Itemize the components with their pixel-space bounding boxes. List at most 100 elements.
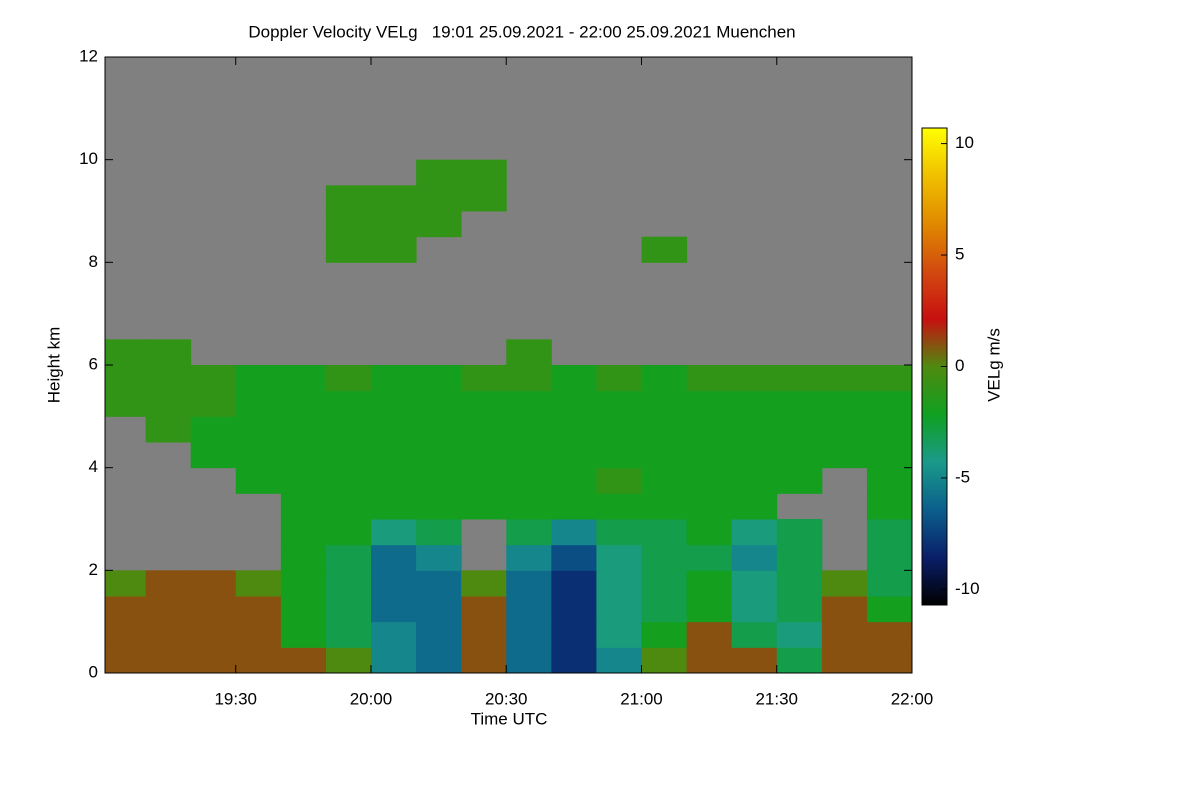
heatmap-cell bbox=[416, 159, 462, 186]
heatmap-cell bbox=[506, 493, 552, 520]
heatmap-cell bbox=[145, 570, 192, 597]
heatmap-cell bbox=[866, 519, 913, 546]
heatmap-cell bbox=[370, 185, 417, 212]
heatmap-cell bbox=[190, 621, 237, 648]
heatmap-cell bbox=[596, 544, 642, 571]
x-tick-label: 19:30 bbox=[214, 689, 257, 708]
heatmap-cell bbox=[145, 621, 192, 648]
heatmap-cell bbox=[686, 390, 733, 417]
heatmap-cell bbox=[145, 339, 192, 366]
heatmap-cell bbox=[416, 493, 462, 520]
heatmap-cell bbox=[416, 365, 462, 392]
heatmap-cell bbox=[370, 211, 417, 238]
heatmap-cell bbox=[596, 365, 642, 392]
heatmap-cell bbox=[641, 544, 688, 571]
heatmap-cell bbox=[641, 621, 688, 648]
heatmap-cell bbox=[776, 570, 823, 597]
x-axis-label: Time UTC bbox=[471, 709, 548, 728]
heatmap-cell bbox=[506, 416, 552, 443]
heatmap-cell bbox=[731, 442, 778, 469]
heatmap-cell bbox=[731, 647, 778, 674]
heatmap-cell bbox=[551, 621, 597, 648]
heatmap-cell bbox=[506, 596, 552, 623]
heatmap-cell bbox=[325, 365, 372, 392]
heatmap-cell bbox=[145, 416, 192, 443]
heatmap-cell bbox=[370, 519, 417, 546]
heatmap-cell bbox=[821, 621, 868, 648]
heatmap-cell bbox=[235, 467, 282, 494]
heatmap-cell bbox=[731, 596, 778, 623]
heatmap-cell bbox=[776, 390, 823, 417]
heatmap-cell bbox=[686, 365, 733, 392]
heatmap-cell bbox=[325, 185, 372, 212]
y-axis-label: Height km bbox=[44, 327, 63, 404]
heatmap-cell bbox=[866, 416, 913, 443]
heatmap-cell bbox=[821, 442, 868, 469]
heatmap-cell bbox=[325, 647, 372, 674]
heatmap-cell bbox=[280, 519, 327, 546]
heatmap-cell bbox=[370, 236, 417, 263]
heatmap-cell bbox=[776, 544, 823, 571]
y-tick-label: 0 bbox=[89, 662, 98, 681]
heatmap-cell bbox=[235, 621, 282, 648]
heatmap-cell bbox=[280, 647, 327, 674]
heatmap-cell bbox=[776, 416, 823, 443]
heatmap-cell bbox=[280, 493, 327, 520]
heatmap-cell bbox=[325, 621, 372, 648]
heatmap-cell bbox=[821, 596, 868, 623]
heatmap-cell bbox=[641, 493, 688, 520]
heatmap-cell bbox=[596, 596, 642, 623]
heatmap-cell bbox=[641, 467, 688, 494]
heatmap-cell bbox=[416, 467, 462, 494]
heatmap-cell bbox=[370, 467, 417, 494]
heatmap-cell bbox=[280, 544, 327, 571]
heatmap-cell bbox=[416, 390, 462, 417]
heatmap-cell bbox=[776, 442, 823, 469]
heatmap-cell bbox=[105, 365, 147, 392]
heatmap-cell bbox=[641, 416, 688, 443]
heatmap-cell bbox=[776, 647, 823, 674]
heatmap-cell bbox=[416, 621, 462, 648]
heatmap-cell bbox=[461, 442, 507, 469]
y-tick-label: 10 bbox=[79, 149, 98, 168]
heatmap-cell bbox=[280, 596, 327, 623]
heatmap-cell bbox=[461, 596, 507, 623]
heatmap-cell bbox=[416, 596, 462, 623]
heatmap-cell bbox=[686, 442, 733, 469]
heatmap-cell bbox=[596, 570, 642, 597]
heatmap-cell bbox=[506, 544, 552, 571]
heatmap-cell bbox=[641, 442, 688, 469]
heatmap-cell bbox=[370, 365, 417, 392]
heatmap-cell bbox=[461, 159, 507, 186]
heatmap-cell bbox=[416, 442, 462, 469]
colorbar-tick-label: 5 bbox=[955, 245, 964, 264]
heatmap-cell bbox=[235, 390, 282, 417]
heatmap-cell bbox=[105, 390, 147, 417]
heatmap-cell bbox=[370, 570, 417, 597]
heatmap-cell bbox=[641, 236, 688, 263]
heatmap-cell bbox=[325, 390, 372, 417]
heatmap-cell bbox=[325, 416, 372, 443]
colorbar-tick-label: 10 bbox=[955, 133, 974, 152]
colorbar-tick-label: -10 bbox=[955, 579, 980, 598]
heatmap-cell bbox=[105, 570, 147, 597]
heatmap-cell bbox=[145, 365, 192, 392]
heatmap-cell bbox=[325, 596, 372, 623]
heatmap-cell bbox=[866, 365, 913, 392]
heatmap-cell bbox=[461, 647, 507, 674]
x-tick-label: 20:00 bbox=[350, 689, 393, 708]
heatmap-cell bbox=[821, 416, 868, 443]
heatmap-cell bbox=[416, 185, 462, 212]
heatmap-cell bbox=[461, 390, 507, 417]
heatmap-cell bbox=[821, 647, 868, 674]
heatmap-cell bbox=[506, 647, 552, 674]
heatmap-cell bbox=[866, 596, 913, 623]
heatmap-cell bbox=[506, 621, 552, 648]
heatmap-cell bbox=[731, 519, 778, 546]
heatmap-cell bbox=[370, 442, 417, 469]
heatmap-cell bbox=[105, 621, 147, 648]
heatmap-cell bbox=[821, 390, 868, 417]
heatmap-cell bbox=[731, 544, 778, 571]
heatmap-cell bbox=[776, 365, 823, 392]
heatmap-cell bbox=[325, 519, 372, 546]
